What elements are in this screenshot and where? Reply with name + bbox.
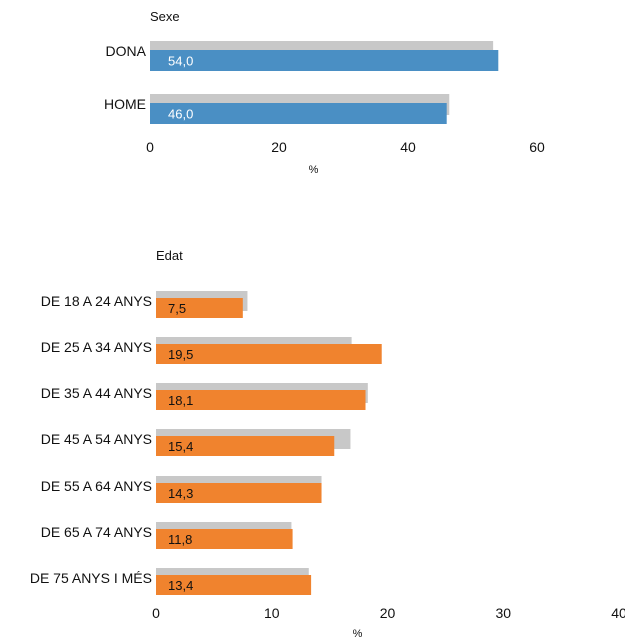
x-tick-sexe-0: 0 (146, 139, 154, 155)
x-tick-sexe-3: 60 (529, 139, 545, 155)
category-label-sexe-0: DONA (106, 43, 147, 59)
x-axis-label-edat: % (353, 628, 363, 640)
value-label-edat-5: 11,8 (168, 532, 192, 547)
value-label-edat-3: 15,4 (168, 439, 193, 454)
value-label-edat-6: 13,4 (168, 578, 193, 593)
value-bar-edat-3 (156, 436, 335, 456)
value-bar-edat-0 (156, 298, 243, 318)
category-label-edat-3: DE 45 A 54 ANYS (41, 431, 152, 447)
chart-title-edat: Edat (156, 248, 183, 263)
chart-title-sexe: Sexe (150, 9, 180, 24)
category-label-edat-2: DE 35 A 44 ANYS (41, 385, 152, 401)
category-label-edat-4: DE 55 A 64 ANYS (41, 478, 152, 494)
value-label-sexe-0: 54,0 (168, 54, 193, 69)
category-label-edat-1: DE 25 A 34 ANYS (41, 339, 152, 355)
x-tick-edat-4: 40 (611, 605, 625, 621)
value-bar-edat-6 (156, 575, 312, 595)
value-bar-edat-4 (156, 483, 322, 503)
category-label-edat-6: DE 75 ANYS I MÉS (30, 570, 152, 586)
value-bar-sexe-0 (150, 50, 499, 71)
value-bar-edat-1 (156, 344, 382, 364)
x-tick-sexe-2: 40 (400, 139, 416, 155)
value-bar-edat-5 (156, 529, 293, 549)
x-tick-edat-0: 0 (152, 605, 160, 621)
category-label-sexe-1: HOME (104, 96, 146, 112)
category-label-edat-5: DE 65 A 74 ANYS (41, 524, 152, 540)
x-tick-edat-3: 30 (495, 605, 511, 621)
category-label-edat-0: DE 18 A 24 ANYS (41, 293, 152, 309)
value-bar-edat-2 (156, 390, 366, 410)
x-tick-sexe-1: 20 (271, 139, 287, 155)
value-label-edat-0: 7,5 (168, 301, 186, 316)
value-label-edat-1: 19,5 (168, 347, 193, 362)
value-label-edat-2: 18,1 (168, 393, 193, 408)
x-axis-label-sexe: % (309, 164, 319, 176)
value-label-edat-4: 14,3 (168, 486, 193, 501)
x-tick-edat-1: 10 (264, 605, 280, 621)
x-tick-edat-2: 20 (380, 605, 396, 621)
value-bar-sexe-1 (150, 103, 447, 124)
value-label-sexe-1: 46,0 (168, 107, 193, 122)
